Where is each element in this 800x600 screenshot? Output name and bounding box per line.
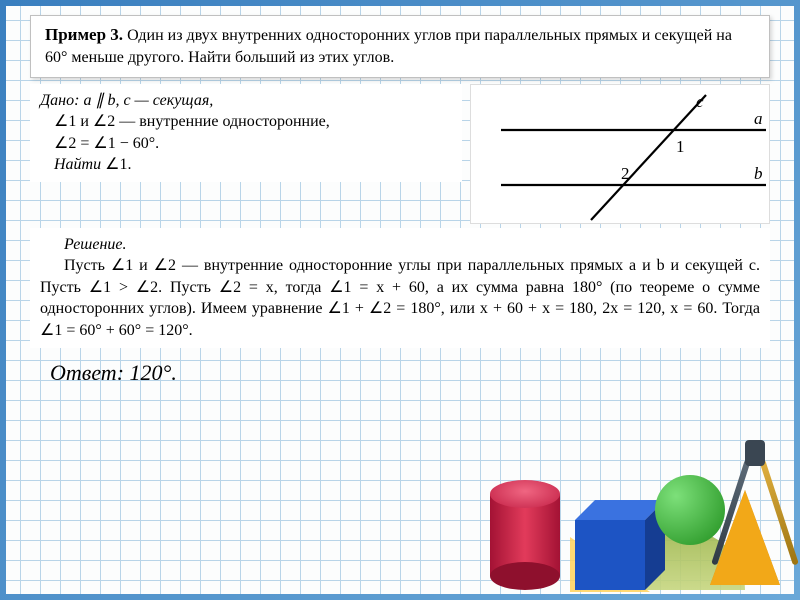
find-value: ∠1. — [105, 156, 131, 173]
given-line3: ∠2 = ∠1 − 60°. — [40, 133, 452, 155]
diagram-svg: c a b 1 2 — [471, 85, 771, 225]
problem-box: Пример 3. Один из двух внутренних одност… — [30, 15, 770, 78]
solution-block: Решение. Пусть ∠1 и ∠2 — внутренние одно… — [30, 228, 770, 348]
find-label: Найти — [54, 156, 101, 173]
solution-heading: Решение. — [40, 234, 760, 256]
diagram-block: c a b 1 2 — [470, 84, 770, 224]
given-line2: ∠1 и ∠2 — внутренние односторонние, — [40, 111, 452, 133]
answer-value: 120°. — [130, 360, 177, 385]
svg-text:2: 2 — [621, 164, 630, 183]
svg-text:b: b — [754, 164, 763, 183]
given-label: Дано: — [40, 92, 79, 109]
solution-body: Пусть ∠1 и ∠2 — внутренние односторонние… — [40, 255, 760, 341]
parallel-lines-diagram: c a b 1 2 — [470, 84, 770, 224]
svg-text:1: 1 — [676, 137, 685, 156]
slide-content: Пример 3. Один из двух внутренних одност… — [30, 15, 770, 387]
given-block: Дано: a ∥ b, c — секущая, ∠1 и ∠2 — внут… — [30, 84, 462, 182]
answer-line: Ответ: 120°. — [30, 358, 770, 388]
given-conditions: a ∥ b, c — секущая, — [83, 92, 213, 109]
answer-label: Ответ: — [50, 360, 124, 385]
svg-text:c: c — [696, 92, 704, 111]
given-and-diagram-row: Дано: a ∥ b, c — секущая, ∠1 и ∠2 — внут… — [30, 84, 770, 224]
svg-text:a: a — [754, 109, 763, 128]
problem-statement: Один из двух внутренних односторонних уг… — [45, 27, 732, 66]
problem-title: Пример 3. — [45, 25, 123, 44]
